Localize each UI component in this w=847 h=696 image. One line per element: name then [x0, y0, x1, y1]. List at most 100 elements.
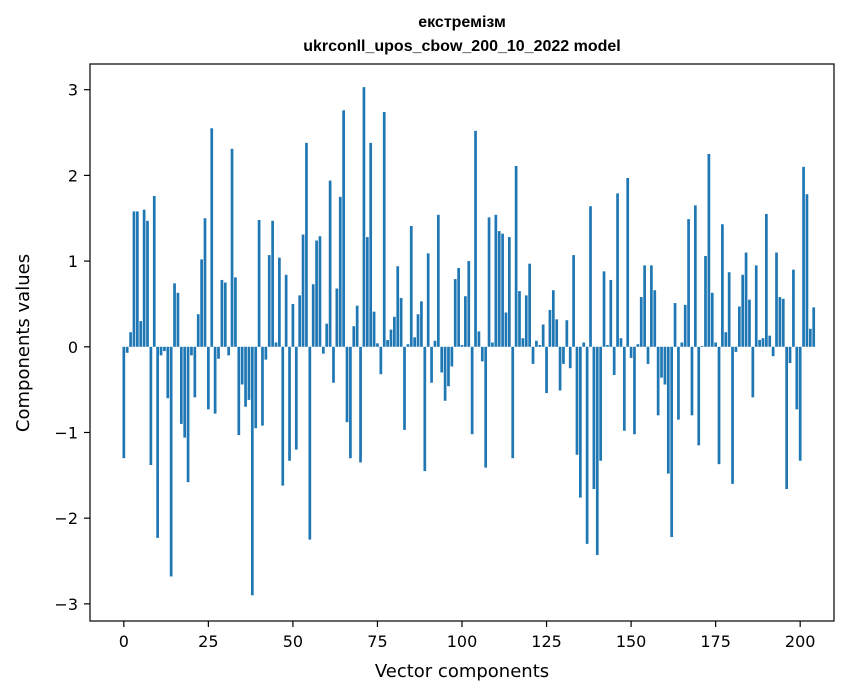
- bar: [176, 292, 180, 347]
- bar: [332, 346, 335, 383]
- bar: [565, 320, 569, 347]
- x-tick-label: 50: [283, 632, 303, 651]
- bar: [139, 321, 143, 347]
- bar: [311, 284, 315, 347]
- bar: [470, 346, 474, 435]
- bar: [629, 346, 633, 358]
- x-tick-label: 25: [198, 632, 218, 651]
- bar: [734, 346, 738, 352]
- bar: [622, 346, 626, 431]
- bar: [781, 298, 785, 347]
- bar: [798, 346, 802, 461]
- y-tick-label: 2: [68, 166, 78, 185]
- bar: [254, 346, 258, 429]
- x-tick-label: 0: [119, 632, 129, 651]
- bar: [724, 332, 728, 347]
- bar: [284, 274, 288, 347]
- bar: [230, 148, 234, 347]
- bar: [457, 267, 460, 347]
- bar: [731, 346, 734, 484]
- chart-subtitle: ukrconll_upos_cbow_200_10_2022 model: [303, 38, 620, 55]
- bar: [345, 346, 349, 423]
- bar: [440, 346, 444, 373]
- plot-frame: [89, 63, 835, 622]
- bar: [413, 337, 417, 347]
- bar: [660, 346, 663, 378]
- bar: [673, 303, 677, 347]
- bar: [362, 87, 366, 347]
- bar: [305, 142, 308, 347]
- bar: [166, 346, 170, 399]
- bar: [125, 346, 129, 353]
- bar: [582, 342, 586, 347]
- bar: [210, 128, 214, 347]
- x-tick-label: 150: [616, 632, 647, 651]
- bar: [436, 214, 440, 347]
- bar: [467, 261, 471, 347]
- bar: [480, 346, 484, 362]
- x-tick-label: 200: [785, 632, 816, 651]
- bar: [535, 340, 538, 347]
- bar: [687, 219, 690, 347]
- bar: [737, 306, 741, 347]
- bar: [595, 346, 599, 556]
- bar: [403, 346, 406, 430]
- bar: [213, 346, 217, 414]
- bar: [291, 303, 295, 347]
- x-tick-label: 125: [531, 632, 562, 651]
- bar: [274, 342, 278, 347]
- bar: [156, 346, 159, 538]
- bar: [504, 312, 508, 347]
- bar: [710, 292, 714, 347]
- bar: [795, 346, 799, 410]
- y-tick-label: −2: [54, 509, 78, 528]
- bar: [146, 220, 149, 347]
- bar: [386, 339, 389, 347]
- bar: [643, 265, 646, 347]
- bar: [315, 240, 318, 347]
- x-tick-label: 75: [367, 632, 387, 651]
- bar: [487, 217, 491, 347]
- bar: [524, 295, 528, 347]
- bar: [707, 153, 711, 347]
- bar: [693, 205, 697, 347]
- bar: [267, 255, 271, 347]
- bar: [494, 214, 498, 347]
- bar: [325, 323, 329, 347]
- bar: [474, 130, 477, 347]
- bar: [257, 219, 261, 347]
- bar: [545, 346, 548, 394]
- bar: [173, 283, 176, 347]
- bar: [433, 340, 437, 347]
- bar: [477, 331, 481, 347]
- bar: [683, 304, 687, 347]
- bar: [453, 279, 457, 347]
- y-tick-label: 0: [68, 338, 78, 357]
- bar: [349, 346, 352, 459]
- bar: [626, 177, 630, 347]
- x-axis-ticks: 0 25 50 75 100 125 150 175 200: [119, 621, 816, 651]
- bar: [271, 220, 274, 347]
- bar: [663, 346, 667, 385]
- bar: [321, 346, 325, 354]
- x-tick-label: 175: [700, 632, 731, 651]
- bar: [568, 346, 572, 369]
- bar: [159, 346, 163, 356]
- bar: [264, 346, 268, 360]
- bar: [142, 209, 146, 347]
- bar: [450, 346, 454, 367]
- bar: [244, 346, 247, 407]
- bar: [741, 274, 745, 347]
- bar: [579, 346, 582, 498]
- bar: [748, 299, 751, 347]
- bar: [670, 346, 674, 538]
- bar: [338, 196, 342, 347]
- bar: [237, 346, 241, 436]
- bar: [775, 252, 778, 347]
- bar: [805, 194, 809, 347]
- bar: [409, 225, 413, 347]
- bar: [203, 218, 207, 347]
- bar: [616, 193, 619, 347]
- bar: [294, 346, 298, 450]
